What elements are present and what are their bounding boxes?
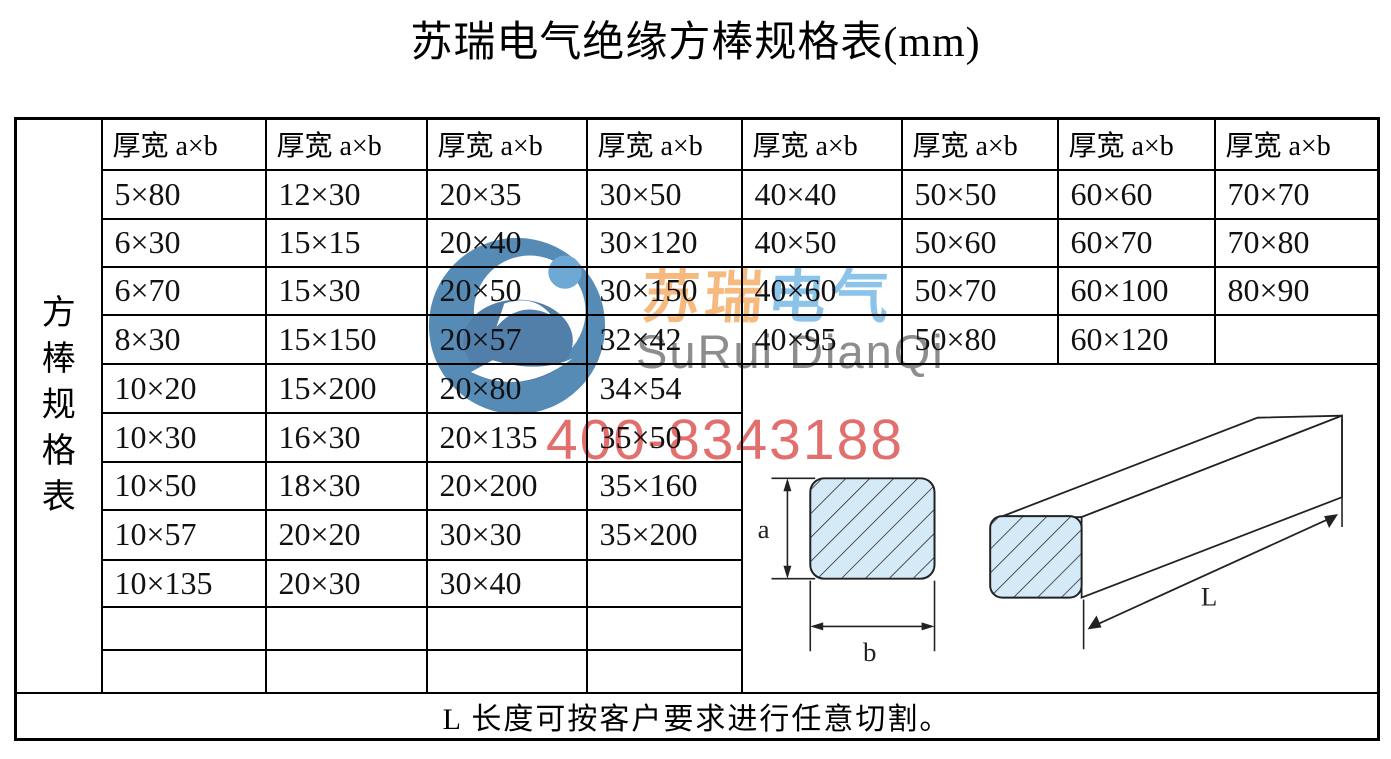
spec-cell: 40×50: [740, 217, 903, 268]
table-row: 10×20 15×200 20×80 34×54: [16, 362, 1380, 694]
spec-cell: 30×30: [425, 508, 588, 561]
spec-cell: [585, 558, 743, 608]
dim-label-a: a: [757, 513, 769, 543]
table-row: 6×70 15×30 20×50 30×150 40×60 50×70 60×1…: [16, 265, 1380, 316]
page-title: 苏瑞电气绝缘方棒规格表(mm): [410, 20, 981, 66]
spec-cell: 40×40: [740, 168, 903, 220]
spec-cell: 40×95: [740, 313, 903, 365]
spec-cell: 35×50: [585, 411, 743, 463]
side-label-cell: 方棒规格表: [14, 117, 103, 694]
table-row: 10×50 18×30 20×200 35×160: [16, 460, 1379, 511]
spec-cell: 35×160: [585, 460, 743, 511]
spec-cell: 15×200: [264, 362, 428, 414]
table-row: 10×57 20×20 30×30 35×200: [16, 508, 1379, 561]
spec-cell: 35×200: [585, 508, 743, 561]
spec-cell: 30×150: [585, 265, 743, 316]
spec-cell: 6×70: [100, 265, 267, 316]
note-row: L 长度可按客户要求进行任意切割。: [14, 691, 1380, 740]
spec-cell: 30×50: [585, 168, 743, 220]
spec-cell: 50×50: [900, 168, 1059, 220]
spec-cell: 20×80: [425, 362, 588, 414]
spec-table: 方棒规格表 厚宽 a×b 厚宽 a×b 厚宽 a×b 厚宽 a×b 厚宽 a×b…: [14, 117, 1380, 741]
spec-cell: 15×30: [264, 265, 428, 316]
column-header: 厚宽 a×b: [740, 117, 903, 171]
spec-cell: 70×70: [1213, 168, 1380, 220]
spec-cell: [1213, 313, 1380, 365]
spec-cell: 50×60: [900, 217, 1059, 268]
spec-cell: 60×120: [1056, 313, 1216, 365]
column-header: 厚宽 a×b: [425, 117, 588, 171]
spec-cell: [585, 648, 743, 694]
header-row: 方棒规格表 厚宽 a×b 厚宽 a×b 厚宽 a×b 厚宽 a×b 厚宽 a×b…: [14, 117, 1380, 694]
spec-cell: 15×150: [264, 313, 428, 365]
spec-cell: 10×20: [100, 362, 267, 414]
spec-cell: [264, 605, 428, 651]
spec-cell: 60×60: [1056, 168, 1216, 220]
spec-cell: 20×35: [425, 168, 588, 220]
spec-cell: 18×30: [264, 460, 428, 511]
spec-cell: 12×30: [264, 168, 428, 220]
dimension-diagram-cell: a b L: [740, 362, 1380, 694]
dim-label-l: L: [1200, 581, 1216, 611]
spec-cell: 80×90: [1213, 265, 1380, 316]
spec-cell: [100, 605, 267, 651]
spec-cell: 20×30: [264, 558, 428, 608]
spec-cell: 8×30: [100, 313, 267, 365]
spec-cell: 6×30: [100, 217, 267, 268]
column-header: 厚宽 a×b: [585, 117, 743, 171]
spec-cell: 30×40: [425, 558, 588, 608]
spec-cell: [425, 648, 588, 694]
spec-cell: 10×50: [100, 460, 267, 511]
column-header: 厚宽 a×b: [1056, 117, 1216, 171]
table-row-empty: [16, 648, 1379, 694]
spec-cell: 10×135: [100, 558, 267, 608]
spec-cell: 20×20: [264, 508, 428, 561]
table-row: 5×80 12×30 20×35 30×50 40×40 50×50 60×60…: [16, 168, 1380, 220]
spec-cell: 60×70: [1056, 217, 1216, 268]
spec-cell: 20×135: [425, 411, 588, 463]
spec-cell: 20×50: [425, 265, 588, 316]
table-row: 8×30 15×150 20×57 32×42 40×95 50×80 60×1…: [16, 313, 1380, 365]
table-row: 10×135 20×30 30×40: [16, 558, 1379, 608]
spec-cell: [425, 605, 588, 651]
table-row: 10×30 16×30 20×135 35×50: [16, 411, 1379, 463]
spec-cell: 5×80: [100, 168, 267, 220]
dimension-diagram: a b L: [757, 413, 1343, 667]
column-header: 厚宽 a×b: [264, 117, 428, 171]
spec-cell: [100, 648, 267, 694]
column-header: 厚宽 a×b: [1213, 117, 1380, 171]
spec-cell: 15×15: [264, 217, 428, 268]
spec-cell: 60×100: [1056, 265, 1216, 316]
column-header: 厚宽 a×b: [900, 117, 1059, 171]
spec-cell: 30×120: [585, 217, 743, 268]
dim-label-b: b: [862, 637, 875, 667]
spec-cell: [264, 648, 428, 694]
cutting-note: L 长度可按客户要求进行任意切割。: [14, 691, 1380, 740]
side-label: 方棒规格表: [41, 294, 76, 516]
column-header: 厚宽 a×b: [100, 117, 267, 171]
spec-cell: 10×57: [100, 508, 267, 561]
spec-cell: 70×80: [1213, 217, 1380, 268]
spec-cell: 20×40: [425, 217, 588, 268]
spec-cell: 20×200: [425, 460, 588, 511]
table-row: 6×30 15×15 20×40 30×120 40×50 50×60 60×7…: [16, 217, 1380, 268]
spec-cell: 50×70: [900, 265, 1059, 316]
spec-cell: 34×54: [585, 362, 743, 414]
spec-cell: 20×57: [425, 313, 588, 365]
spec-cell: 10×30: [100, 411, 267, 463]
spec-cell: 50×80: [900, 313, 1059, 365]
spec-cell: 40×60: [740, 265, 903, 316]
table-row-empty: [16, 605, 1379, 651]
spec-cell: 32×42: [585, 313, 743, 365]
spec-cell: 16×30: [264, 411, 428, 463]
spec-cell: [585, 605, 743, 651]
